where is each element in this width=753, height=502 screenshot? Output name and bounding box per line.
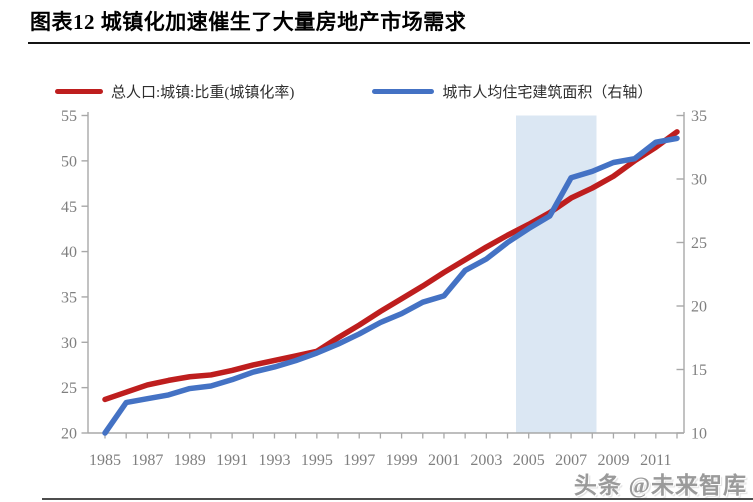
x-axis-tick-label: 1997 xyxy=(343,452,375,469)
x-axis-tick-label: 2011 xyxy=(640,452,671,469)
title-divider xyxy=(28,42,750,44)
x-axis-tick-label: 1999 xyxy=(386,452,418,469)
legend-swatch xyxy=(372,88,435,95)
right-axis-tick-label: 20 xyxy=(691,299,707,316)
x-axis-tick-label: 1993 xyxy=(258,452,290,469)
x-axis-tick-label: 2009 xyxy=(597,452,629,469)
left-axis-tick-label: 20 xyxy=(61,426,77,443)
series-line-right-axis xyxy=(102,135,680,436)
x-axis-tick-label: 1987 xyxy=(131,452,163,469)
legend-swatch xyxy=(55,88,103,95)
right-axis-tick-label: 15 xyxy=(691,362,707,379)
legend-item: 总人口:城镇:比重(城镇化率) xyxy=(55,81,294,102)
x-axis-tick-label: 1995 xyxy=(301,452,333,469)
highlight-band xyxy=(515,115,597,433)
series-line-left-axis xyxy=(102,129,680,403)
x-axis-tick-label: 2005 xyxy=(513,452,545,469)
legend-label: 总人口:城镇:比重(城镇化率) xyxy=(111,85,295,101)
legend-label: 城市人均住宅建筑面积（右轴） xyxy=(442,85,653,101)
right-axis-tick-label: 10 xyxy=(691,426,707,443)
left-axis-tick-label: 50 xyxy=(61,153,77,170)
watermark: 头条 @未来智库 xyxy=(573,473,747,498)
left-axis-tick-label: 35 xyxy=(61,290,77,307)
x-axis-tick-label: 1991 xyxy=(216,452,248,469)
x-axis-tick-label: 1989 xyxy=(174,452,206,469)
x-axis-tick-label: 2001 xyxy=(428,452,460,469)
left-axis-tick-label: 40 xyxy=(61,244,77,261)
right-axis-tick-label: 25 xyxy=(691,235,707,252)
x-axis-tick-label: 2003 xyxy=(470,452,502,469)
left-axis-tick-label: 45 xyxy=(61,199,77,216)
right-axis-tick-label: 35 xyxy=(691,108,707,125)
left-axis-tick-label: 25 xyxy=(61,380,77,397)
x-axis-tick-label: 1985 xyxy=(89,452,121,469)
legend-item: 城市人均住宅建筑面积（右轴） xyxy=(372,81,652,102)
chart-legend: 总人口:城镇:比重(城镇化率) 城市人均住宅建筑面积（右轴） xyxy=(55,81,652,102)
x-axis-tick-label: 2007 xyxy=(555,452,587,469)
left-axis-tick-label: 30 xyxy=(61,335,77,352)
bottom-divider xyxy=(42,498,753,500)
figure-title: 图表12 城镇化加速催生了大量房地产市场需求 xyxy=(30,10,467,34)
left-axis-tick-label: 55 xyxy=(61,108,77,125)
right-axis-tick-label: 30 xyxy=(691,172,707,189)
